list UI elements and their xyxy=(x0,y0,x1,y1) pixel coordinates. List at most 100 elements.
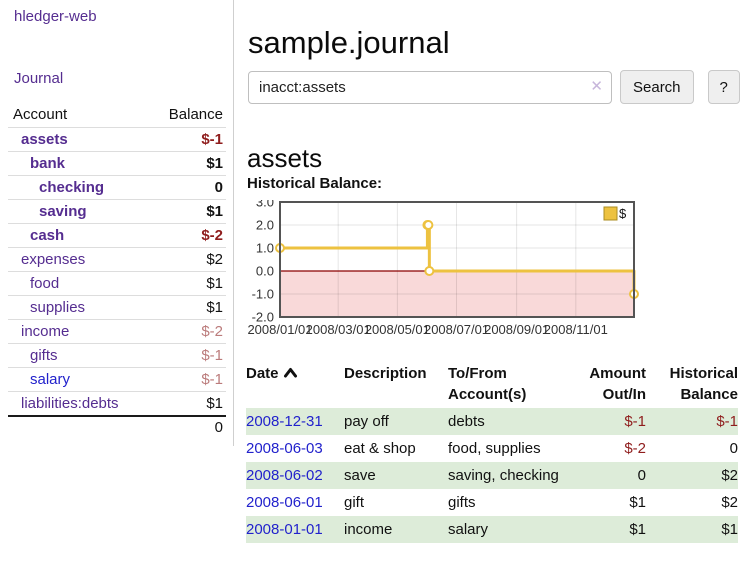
accounts-header-balance: Balance xyxy=(168,106,223,123)
y-tick-label: 1.0 xyxy=(256,241,274,256)
account-row: saving $1 xyxy=(8,199,226,224)
account-balance: $-1 xyxy=(148,127,226,152)
transaction-amount: $1 xyxy=(629,494,646,511)
sidebar-account-link[interactable]: salary xyxy=(30,371,71,388)
accounts-header-row: Account Balance xyxy=(8,103,226,128)
account-balance: $-1 xyxy=(148,367,226,392)
header-description: Description xyxy=(344,365,427,382)
account-row: gifts $-1 xyxy=(8,343,226,368)
x-tick-label: 2008/05/01 xyxy=(365,322,430,337)
header-accounts: To/From Account(s) xyxy=(448,365,527,403)
account-balance: $-2 xyxy=(148,319,226,344)
transaction-row: 2008-06-01 gift gifts $1 $2 xyxy=(246,489,738,516)
y-tick-label: -2.0 xyxy=(252,310,274,325)
transaction-balance: $2 xyxy=(721,467,738,484)
header-date[interactable]: Date xyxy=(246,361,344,408)
sidebar-account-link[interactable]: income xyxy=(21,323,70,340)
transaction-balance: $-1 xyxy=(716,413,738,430)
historical-balance-chart[interactable]: $3.0 2.0 1.0 0.0 -1.0 -2.0 2008/01/01 2008/03/0… xyxy=(246,200,742,345)
sidebar-account-link[interactable]: saving xyxy=(39,203,87,220)
account-balance: $1 xyxy=(148,151,226,176)
plot-border xyxy=(279,201,635,318)
transaction-description: income xyxy=(344,521,393,538)
transactions-table: Date Description To/From Account(s) Amou… xyxy=(246,361,738,543)
transaction-date-link[interactable]: 2008-01-01 xyxy=(246,521,323,538)
transaction-accounts: saving, checking xyxy=(448,467,559,484)
header-balance: Historical Balance xyxy=(669,365,738,403)
chart-canvas[interactable]: $3.0 2.0 1.0 0.0 -1.0 -2.02008/01/012008/03/0… xyxy=(246,200,742,345)
x-tick-label: 2008/03/01 xyxy=(306,322,371,337)
transaction-balance: $1 xyxy=(721,521,738,538)
help-button[interactable]: ? xyxy=(707,70,740,104)
sidebar-account-link[interactable]: expenses xyxy=(21,251,86,268)
transaction-row: 2008-01-01 income salary $1 $1 xyxy=(246,516,738,543)
negative-region xyxy=(280,271,634,317)
account-balance: 0 xyxy=(148,175,226,200)
search-input[interactable] xyxy=(248,70,612,104)
search-button[interactable]: Search xyxy=(620,70,694,104)
account-balance: $1 xyxy=(148,271,226,296)
sidebar-account-link[interactable]: liabilities:debts xyxy=(21,395,119,412)
transaction-accounts: salary xyxy=(448,521,489,538)
sidebar-account-link[interactable]: cash xyxy=(30,227,65,244)
account-balance: $-1 xyxy=(148,343,226,368)
transaction-row: 2008-06-02 save saving, checking 0 $2 xyxy=(246,462,738,489)
brand-link[interactable]: hledger-web xyxy=(14,8,97,25)
sidebar-item-journal[interactable]: Journal xyxy=(14,70,64,87)
transaction-description: pay off xyxy=(344,413,389,430)
accounts-table: Account Balance assets $-1 bank $1 checking 0… xyxy=(8,103,226,438)
sidebar: hledger-web Journal Account Balance asse… xyxy=(0,0,234,446)
account-row: food $1 xyxy=(8,271,226,296)
account-balance: $1 xyxy=(148,295,226,320)
clear-search-icon[interactable]: ✕ xyxy=(590,77,603,95)
account-balance: $1 xyxy=(148,199,226,224)
account-row: bank $1 xyxy=(8,151,226,176)
legend-swatch xyxy=(603,206,618,221)
y-tick-label: -1.0 xyxy=(252,287,274,302)
search-form: ✕ Search ? xyxy=(248,70,740,104)
account-row: supplies $1 xyxy=(8,295,226,320)
accounts-total-row: 0 xyxy=(8,415,226,438)
account-balance: $2 xyxy=(148,247,226,272)
x-tick-label: 2008/09/01 xyxy=(484,322,549,337)
transactions-header-row: Date Description To/From Account(s) Amou… xyxy=(246,361,738,408)
x-tick-label: 2008/01/01 xyxy=(247,322,312,337)
account-row: expenses $2 xyxy=(8,247,226,272)
sidebar-account-link[interactable]: gifts xyxy=(30,347,58,364)
transaction-balance: 0 xyxy=(729,440,738,457)
transaction-description: save xyxy=(344,467,376,484)
sort-asc-icon xyxy=(283,368,297,378)
y-tick-label: 0.0 xyxy=(256,264,274,279)
sidebar-account-link[interactable]: food xyxy=(30,275,60,292)
transaction-date-link[interactable]: 2008-06-02 xyxy=(246,467,323,484)
data-point xyxy=(423,220,434,230)
transaction-date-link[interactable]: 2008-06-03 xyxy=(246,440,323,457)
account-row: cash $-2 xyxy=(8,223,226,248)
data-point xyxy=(424,266,435,276)
sidebar-account-link[interactable]: bank xyxy=(30,155,66,172)
transaction-row: 2008-12-31 pay off debts $-1 $-1 xyxy=(246,408,738,435)
sidebar-account-link[interactable]: assets xyxy=(21,131,68,148)
transaction-date-link[interactable]: 2008-12-31 xyxy=(246,413,323,430)
transaction-amount: $-1 xyxy=(624,413,646,430)
transaction-row: 2008-06-03 eat & shop food, supplies $-2 0 xyxy=(246,435,738,462)
account-row: income $-2 xyxy=(8,319,226,344)
accounts-total-value: 0 xyxy=(148,415,226,438)
sidebar-account-link[interactable]: supplies xyxy=(30,299,86,316)
sidebar-account-link[interactable]: checking xyxy=(39,179,105,196)
account-balance: $1 xyxy=(148,391,226,416)
transaction-description: gift xyxy=(344,494,365,511)
transaction-date-link[interactable]: 2008-06-01 xyxy=(246,494,323,511)
account-balance: $-2 xyxy=(148,223,226,248)
transaction-accounts: food, supplies xyxy=(448,440,541,457)
y-tick-label: 3.0 xyxy=(256,200,274,210)
x-tick-label: 2008/11/01 xyxy=(544,322,608,337)
account-row: liabilities:debts $1 xyxy=(8,391,226,416)
transaction-accounts: debts xyxy=(448,413,485,430)
account-heading: assets xyxy=(247,142,323,173)
account-row: salary $-1 xyxy=(8,367,226,392)
transaction-balance: $2 xyxy=(721,494,738,511)
account-row: checking 0 xyxy=(8,175,226,200)
page-title: sample.journal xyxy=(248,24,450,60)
y-tick-label: 2.0 xyxy=(256,218,274,233)
